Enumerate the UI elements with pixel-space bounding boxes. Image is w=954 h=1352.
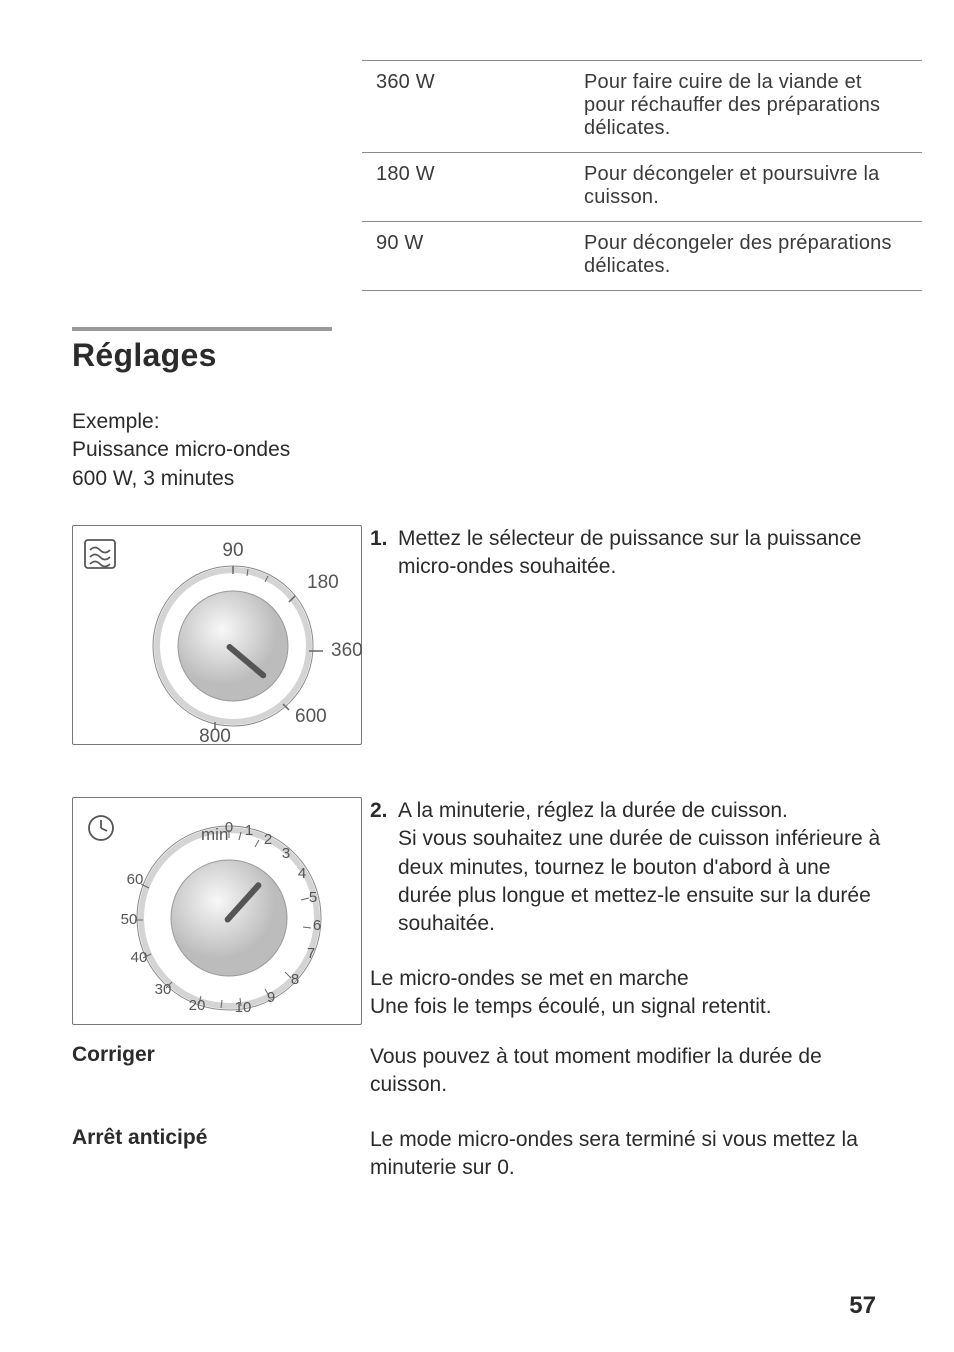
svg-text:180: 180 xyxy=(307,572,339,593)
svg-text:360: 360 xyxy=(331,640,363,661)
watt-cell: 360 W xyxy=(362,61,570,153)
section-title: Réglages xyxy=(72,337,882,374)
svg-text:9: 9 xyxy=(267,989,275,1006)
svg-text:10: 10 xyxy=(235,999,252,1016)
term-corriger-text: Vous pouvez à tout moment modifier la du… xyxy=(362,1043,882,1100)
step-number: 1. xyxy=(370,525,398,582)
svg-text:1: 1 xyxy=(245,822,253,839)
table-row: 360 W Pour faire cuire de la viande et p… xyxy=(362,61,922,153)
table-row: 180 W Pour décongeler et poursuivre la c… xyxy=(362,153,922,222)
table-row: 90 W Pour décongeler des préparations dé… xyxy=(362,222,922,291)
timer-dial-figure: min 0 1 2 3 4 5 6 7 8 9 10 20 30 40 50 6… xyxy=(72,797,362,1025)
desc-cell: Pour faire cuire de la viande et pour ré… xyxy=(570,61,922,153)
desc-cell: Pour décongeler et poursuivre la cuisson… xyxy=(570,153,922,222)
svg-text:60: 60 xyxy=(127,871,144,888)
term-arret-label: Arrêt anticipé xyxy=(72,1126,362,1183)
page-number: 57 xyxy=(849,1292,876,1320)
wattage-table: 360 W Pour faire cuire de la viande et p… xyxy=(362,60,922,291)
example-line: 600 W, 3 minutes xyxy=(72,467,234,490)
svg-text:600: 600 xyxy=(295,706,327,727)
term-arret-text: Le mode micro-ondes sera terminé si vous… xyxy=(362,1126,882,1183)
body-line: Une fois le temps écoulé, un signal rete… xyxy=(370,995,772,1018)
step-text: Mettez le sélecteur de puissance sur la … xyxy=(398,525,882,582)
svg-text:20: 20 xyxy=(189,997,206,1014)
step-2: 2. A la minuterie, réglez la durée de cu… xyxy=(370,797,882,939)
watt-cell: 180 W xyxy=(362,153,570,222)
microwave-start-text: Le micro-ondes se met en marche Une fois… xyxy=(370,965,882,1022)
power-dial-figure: 90 180 360 600 800 xyxy=(72,525,362,745)
step-text: A la minuterie, réglez la durée de cuiss… xyxy=(398,797,882,939)
svg-text:5: 5 xyxy=(309,889,317,906)
term-corriger-label: Corriger xyxy=(72,1043,362,1100)
svg-text:7: 7 xyxy=(307,945,315,962)
example-label: Exemple: xyxy=(72,410,160,433)
svg-text:30: 30 xyxy=(155,981,172,998)
example-line: Puissance micro-ondes xyxy=(72,438,290,461)
step-1: 1. Mettez le sélecteur de puissance sur … xyxy=(370,525,882,582)
example-block: Exemple: Puissance micro-ondes 600 W, 3 … xyxy=(72,408,882,493)
svg-text:8: 8 xyxy=(291,971,299,988)
body-line: Le micro-ondes se met en marche xyxy=(370,967,689,990)
svg-text:3: 3 xyxy=(282,845,290,862)
section-rule xyxy=(72,327,332,331)
power-dial-svg: 90 180 360 600 800 xyxy=(73,526,363,746)
svg-text:2: 2 xyxy=(264,831,272,848)
svg-text:6: 6 xyxy=(313,917,321,934)
svg-text:4: 4 xyxy=(298,865,306,882)
svg-text:90: 90 xyxy=(222,540,243,561)
timer-dial-svg: min 0 1 2 3 4 5 6 7 8 9 10 20 30 40 50 6… xyxy=(73,798,363,1026)
step-number: 2. xyxy=(370,797,398,939)
svg-text:50: 50 xyxy=(121,911,138,928)
watt-cell: 90 W xyxy=(362,222,570,291)
desc-cell: Pour décongeler des préparations délicat… xyxy=(570,222,922,291)
